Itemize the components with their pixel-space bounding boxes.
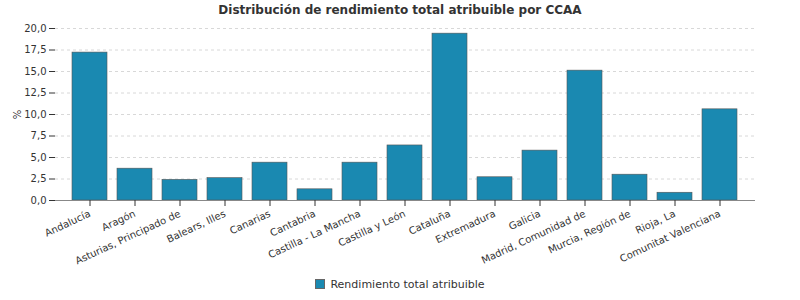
- svg-text:Rioja, La: Rioja, La: [633, 207, 678, 236]
- svg-text:20,0: 20,0: [24, 23, 46, 34]
- svg-text:2,5: 2,5: [31, 173, 47, 184]
- svg-text:15,0: 15,0: [24, 66, 46, 77]
- svg-text:10,0: 10,0: [24, 109, 46, 120]
- svg-text:Madrid, Comunidad de: Madrid, Comunidad de: [479, 207, 588, 266]
- svg-text:Andalucía: Andalucía: [43, 208, 92, 239]
- svg-text:Castilla - La Mancha: Castilla - La Mancha: [266, 207, 363, 261]
- svg-text:0,0: 0,0: [31, 195, 47, 206]
- svg-text:Canarias: Canarias: [228, 208, 272, 236]
- svg-text:Galicia: Galicia: [506, 207, 543, 233]
- svg-text:Extremadura: Extremadura: [434, 208, 498, 245]
- svg-text:Aragón: Aragón: [100, 207, 138, 233]
- svg-text:Cantabria: Cantabria: [268, 207, 318, 239]
- svg-text:Asturias, Principado de: Asturias, Principado de: [73, 207, 183, 267]
- svg-text:5,0: 5,0: [31, 152, 47, 163]
- svg-text:%: %: [12, 110, 23, 120]
- html-text:Distribución de rendimiento to: Distribución de rendimiento total atribu…: [218, 3, 582, 17]
- svg-text:Cataluña: Cataluña: [407, 207, 453, 237]
- svg-text:Castilla y León: Castilla y León: [336, 208, 407, 249]
- svg-text:7,5: 7,5: [31, 130, 47, 141]
- svg-text:12,5: 12,5: [24, 87, 46, 98]
- svg-text:Comunitat Valenciana: Comunitat Valenciana: [618, 208, 722, 264]
- svg-text:Murcia, Región de: Murcia, Región de: [546, 208, 632, 256]
- html-text:Rendimiento total atribuible: Rendimiento total atribuible: [330, 277, 485, 291]
- svg-text:17,5: 17,5: [24, 44, 46, 55]
- svg-text:Balears, Illes: Balears, Illes: [165, 208, 227, 245]
